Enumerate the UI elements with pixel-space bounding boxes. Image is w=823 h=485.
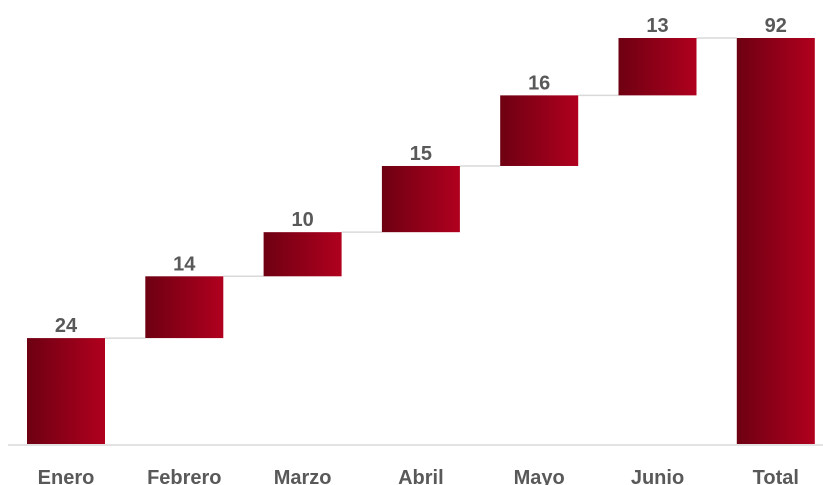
connector-lines xyxy=(105,37,737,339)
bar-total xyxy=(736,38,815,444)
category-label: Total xyxy=(753,467,799,485)
category-label: Mayo xyxy=(514,467,565,485)
bar-enero xyxy=(27,338,105,444)
category-label: Marzo xyxy=(274,467,332,485)
bar-junio xyxy=(618,38,697,96)
data-label: 13 xyxy=(646,15,668,37)
bar-febrero xyxy=(145,276,224,339)
category-labels: Enero Febrero Marzo Abril Mayo Junio Total xyxy=(38,467,799,485)
value-labels: 24 14 10 15 16 13 92 xyxy=(55,15,787,337)
bar-marzo xyxy=(263,232,342,277)
category-label: Enero xyxy=(38,467,95,485)
bars xyxy=(27,38,815,444)
category-label: Abril xyxy=(398,467,444,485)
category-label: Febrero xyxy=(147,467,221,485)
data-label: 10 xyxy=(291,209,313,231)
data-label: 92 xyxy=(765,15,787,37)
data-label: 24 xyxy=(55,315,78,337)
bar-abril xyxy=(381,165,460,233)
data-label: 14 xyxy=(173,253,196,275)
category-label: Junio xyxy=(631,467,684,485)
data-label: 16 xyxy=(528,72,550,94)
bar-mayo xyxy=(500,95,579,166)
data-label: 15 xyxy=(410,143,432,165)
